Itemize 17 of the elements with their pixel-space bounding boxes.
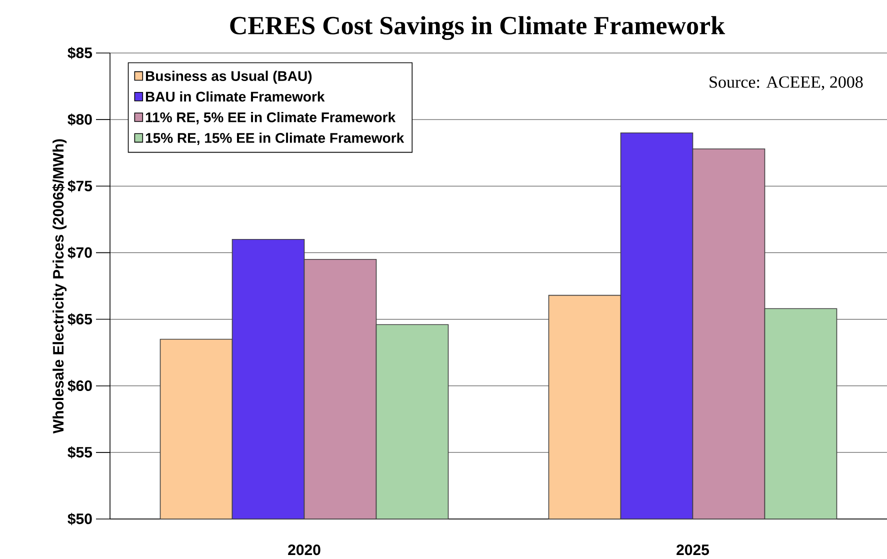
annotation: Source: ACEEE, 2008 — [710, 76, 863, 90]
y-tick-label: $65 — [68, 313, 92, 326]
y-tick-label: $60 — [68, 380, 92, 392]
legend-label: Business as Usual (BAU) — [146, 70, 312, 84]
y-tick-label: $80 — [68, 113, 92, 126]
legend-label: 11% RE, 5% EE in Climate Framework — [146, 112, 396, 124]
y-tick-label: $85 — [68, 46, 92, 60]
y-tick-label: $75 — [68, 180, 92, 192]
y-tick-label: $55 — [68, 446, 92, 459]
chart-title: CERES Cost Savings in Climate Framework — [230, 16, 726, 40]
x-tick-label: 2020 — [288, 544, 320, 556]
legend-label: 15% RE, 15% EE in Climate Framework — [146, 132, 404, 145]
y-tick-label: $50 — [68, 512, 92, 526]
x-tick-label: 2025 — [676, 544, 710, 556]
y-tick-label: $70 — [68, 246, 92, 259]
y-axis-title: Wholesale Electricity Prices (2006$/MWh) — [52, 139, 67, 434]
legend-label: BAU in Climate Framework — [146, 91, 325, 102]
